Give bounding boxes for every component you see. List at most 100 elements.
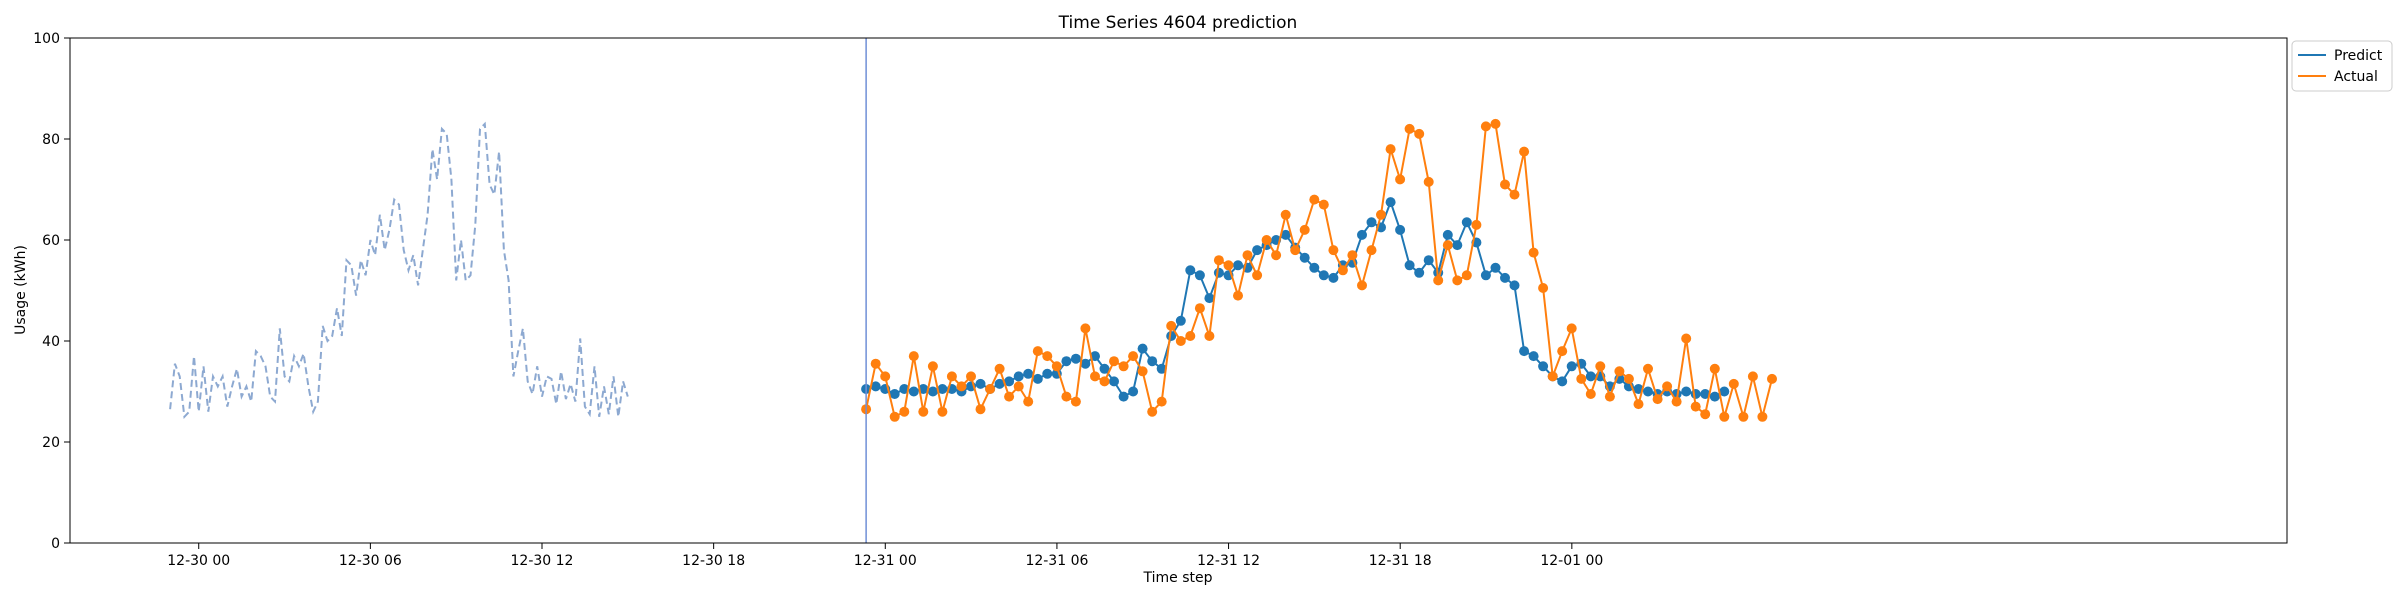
predict-point <box>975 378 986 389</box>
actual-point <box>975 404 986 415</box>
actual-point <box>937 406 948 417</box>
predict-point <box>1280 229 1291 240</box>
actual-point <box>1109 356 1119 367</box>
actual-point <box>1433 275 1444 286</box>
actual-point <box>1747 371 1758 382</box>
x-axis: 12-30 00 12-30 06 12-30 12 12-30 18 12-31 00… <box>167 543 1603 569</box>
actual-point <box>880 371 891 382</box>
actual-point <box>899 406 910 417</box>
actual-point <box>1385 144 1396 155</box>
actual-point <box>1681 333 1692 344</box>
actual-point <box>1128 351 1139 362</box>
actual-point <box>1090 371 1100 382</box>
actual-point <box>1643 363 1653 374</box>
predict-point <box>1690 389 1701 399</box>
actual-point <box>1070 396 1081 407</box>
predict-point <box>1480 270 1491 281</box>
predict-point <box>1318 270 1329 281</box>
y-axis: 0 20 40 60 80 100 <box>33 31 70 552</box>
actual-point <box>1271 250 1282 261</box>
actual-point <box>1051 361 1062 372</box>
actual-point <box>1690 401 1701 412</box>
actual-point <box>1118 361 1129 372</box>
predict-point <box>1175 315 1186 326</box>
actual-point <box>1442 240 1453 251</box>
y-tick-label: 80 <box>42 132 60 148</box>
x-tick-label: 12-31 06 <box>1025 553 1088 569</box>
predict-point <box>1099 363 1110 374</box>
plot-frame <box>69 37 2288 544</box>
predict-point <box>889 389 900 399</box>
actual-point <box>1032 346 1043 357</box>
legend-frame <box>2291 40 2393 92</box>
actual-point <box>1290 245 1301 256</box>
predict-point <box>1080 358 1091 369</box>
actual-point <box>1471 219 1482 230</box>
actual-point <box>1213 255 1224 266</box>
x-tick-label: 12-30 18 <box>682 553 745 569</box>
actual-point <box>1528 247 1539 258</box>
actual-point <box>1585 389 1596 399</box>
predict-point <box>1519 346 1530 357</box>
actual-point <box>1337 265 1348 276</box>
legend-predict-label: Predict <box>2334 48 2383 64</box>
predict-point <box>1423 255 1434 266</box>
actual-point <box>1452 275 1463 286</box>
predict-point <box>870 381 881 392</box>
actual-point <box>1652 394 1663 405</box>
actual-point <box>1662 381 1673 392</box>
actual-point <box>1509 189 1520 200</box>
predict-point <box>1118 391 1129 402</box>
actual-point <box>1013 381 1024 392</box>
actual-point <box>1233 290 1243 301</box>
actual-point <box>1500 179 1510 190</box>
actual-point <box>1223 260 1234 271</box>
predict-point <box>1528 351 1539 362</box>
x-tick-label: 12-31 18 <box>1369 553 1432 569</box>
predict-point <box>1309 262 1320 273</box>
chart-title: Time Series 4604 prediction <box>1058 13 1298 33</box>
actual-point <box>946 371 957 382</box>
actual-point <box>1700 409 1711 420</box>
actual-point <box>908 351 919 362</box>
actual-point <box>1299 224 1310 235</box>
predict-point <box>1299 252 1310 263</box>
predict-point <box>1156 363 1167 374</box>
actual-point <box>1023 396 1034 407</box>
predict-point <box>908 386 919 397</box>
actual-point <box>1738 411 1749 422</box>
actual-point <box>956 381 967 392</box>
predict-point <box>1042 368 1053 379</box>
actual-point <box>1757 411 1768 422</box>
y-tick-label: 100 <box>33 31 60 47</box>
actual-point <box>1309 194 1320 205</box>
actual-point <box>1080 323 1091 334</box>
predict-point <box>937 384 948 394</box>
actual-point <box>1156 396 1167 407</box>
actual-point <box>1318 199 1329 210</box>
predict-point <box>1109 376 1119 387</box>
predict-point <box>1461 217 1472 228</box>
actual-point <box>1614 366 1625 377</box>
actual-point <box>1480 121 1491 132</box>
predict-point <box>1442 229 1453 240</box>
predict-point <box>994 378 1005 389</box>
actual-point <box>1461 270 1472 281</box>
actual-point <box>1166 320 1177 331</box>
predict-point <box>1585 371 1596 382</box>
actual-point <box>1242 250 1253 261</box>
x-tick-label: 12-30 00 <box>167 553 230 569</box>
predict-point <box>1137 343 1148 354</box>
actual-point <box>1709 363 1720 374</box>
actual-point <box>1414 128 1425 139</box>
actual-point <box>1185 331 1196 341</box>
predict-point <box>1070 353 1081 364</box>
predict-point <box>1194 270 1205 281</box>
actual-point <box>1376 209 1386 220</box>
predict-point <box>1557 376 1568 387</box>
actual-point <box>1557 346 1568 357</box>
actual-point <box>1175 336 1186 346</box>
actual-point <box>966 371 976 382</box>
actual-point <box>1490 118 1501 129</box>
predict-point <box>1709 391 1720 402</box>
